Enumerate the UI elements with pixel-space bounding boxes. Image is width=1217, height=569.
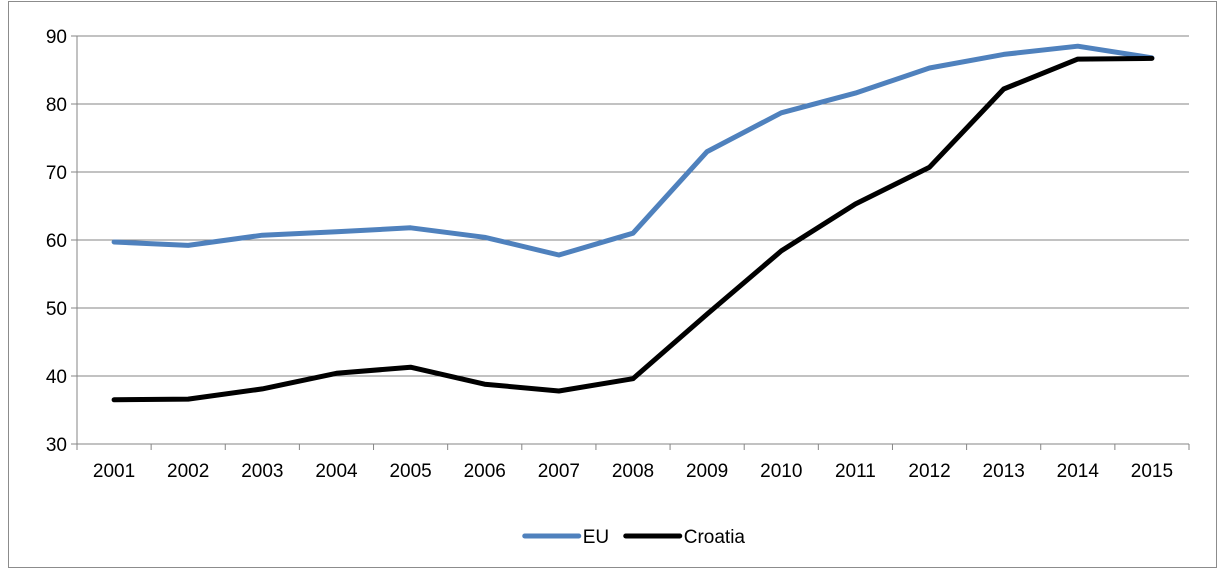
x-tick-label: 2007 [538,461,580,482]
x-tick-labels: 2001 2002 2003 2004 2005 2006 2007 2008 2009 2010… [93,461,1173,482]
x-tick-label: 2003 [241,461,283,482]
x-tick-label: 2009 [686,461,728,482]
legend: EU Croatia [522,527,746,548]
y-tick-label: 80 [46,95,67,116]
x-tick-label: 2008 [612,461,654,482]
chart-frame: 30 40 50 60 70 80 90 2001 2002 2003 2004 2005 2006 2… [8,1,1217,568]
series-lines [111,43,1155,403]
x-tick-label: 2012 [908,461,950,482]
x-tick-label: 2002 [167,461,209,482]
y-tick-label: 60 [46,231,67,252]
legend-label-eu: EU [583,527,609,548]
series-line-croatia [111,55,1155,403]
y-tick-label: 40 [46,367,67,388]
x-tick-label: 2014 [1057,461,1100,482]
x-tick-label: 2006 [464,461,506,482]
axes [71,35,1190,450]
x-tick-label: 2015 [1131,461,1173,482]
x-tick-label: 2011 [835,461,876,482]
gridlines [77,35,1189,377]
x-tick-label: 2005 [389,461,431,482]
x-tick-label: 2013 [983,461,1025,482]
y-tick-label: 30 [46,435,67,456]
y-tick-label: 90 [46,27,67,48]
series-line-eu [111,43,1155,258]
y-tick-label: 50 [46,299,67,320]
y-tick-label: 70 [46,163,67,184]
x-tick-label: 2001 [93,461,135,482]
x-tick-label: 2010 [760,461,802,482]
y-tick-labels: 30 40 50 60 70 80 90 [46,27,67,456]
x-tick-label: 2004 [315,461,358,482]
legend-label-croatia: Croatia [684,527,746,548]
